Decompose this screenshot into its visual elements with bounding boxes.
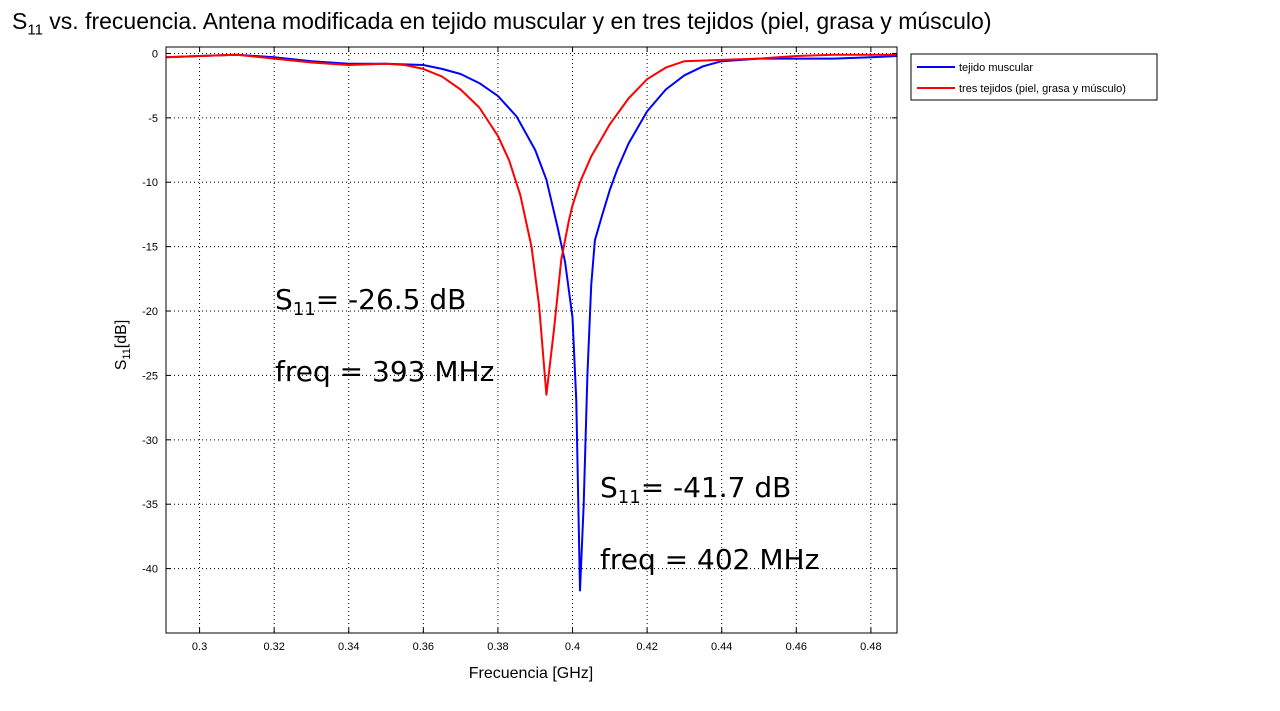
y-axis-label-prefix: S bbox=[113, 360, 130, 371]
series-line-tejido-muscular bbox=[165, 53, 898, 592]
title-prefix: S bbox=[12, 8, 28, 34]
x-tick-label: 0.46 bbox=[786, 641, 807, 653]
y-tick-label: -25 bbox=[142, 370, 158, 382]
y-tick-label: -20 bbox=[142, 306, 158, 318]
x-tick-label: 0.4 bbox=[565, 641, 580, 653]
annotation-red-s11: S11= -26.5 dB bbox=[275, 283, 466, 320]
x-tick-label: 0.3 bbox=[192, 641, 207, 653]
annotation-red-freq: freq = 393 MHz bbox=[275, 355, 494, 388]
y-axis-label-subscript: 11 bbox=[121, 348, 133, 359]
legend-label-tres-tejidos: tres tejidos (piel, grasa y músculo) bbox=[959, 83, 1126, 95]
title-text: vs. frecuencia. Antena modificada en tej… bbox=[42, 8, 992, 34]
y-tick-label: -30 bbox=[142, 435, 158, 447]
series-layer bbox=[165, 53, 898, 592]
x-tick-label: 0.32 bbox=[263, 641, 284, 653]
annotation-red-s11-prefix: S bbox=[275, 283, 293, 316]
annotation-blue-freq: freq = 402 MHz bbox=[600, 543, 819, 576]
y-tick-label: -15 bbox=[142, 242, 158, 254]
annotation-red-s11-value: = -26.5 dB bbox=[316, 283, 467, 316]
legend-label-tejido-muscular: tejido muscular bbox=[959, 62, 1033, 74]
x-tick-label: 0.36 bbox=[413, 641, 434, 653]
plot-area bbox=[165, 46, 898, 634]
x-tick-label: 0.48 bbox=[860, 641, 881, 653]
axis-ticks: 0.3 0.32 0.34 0.36 0.38 0.4 0.42 0.44 0.46 0.48 0 -… bbox=[142, 47, 897, 653]
y-tick-label: -40 bbox=[142, 564, 158, 576]
annotation-blue-s11: S11= -41.7 dB bbox=[600, 471, 791, 508]
y-tick-label: 0 bbox=[152, 48, 158, 60]
y-tick-label: -35 bbox=[142, 499, 158, 511]
annotation-blue-s11-subscript: 11 bbox=[618, 487, 641, 508]
grid bbox=[166, 47, 897, 633]
title-subscript: 11 bbox=[27, 21, 43, 39]
annotation-blue-s11-value: = -41.7 dB bbox=[641, 471, 792, 504]
y-tick-label: -5 bbox=[148, 113, 158, 125]
annotation-red-s11-subscript: 11 bbox=[293, 299, 316, 320]
y-axis-label: S11[dB] bbox=[113, 320, 133, 371]
x-tick-label: 0.38 bbox=[487, 641, 508, 653]
x-axis-label: Frecuencia [GHz] bbox=[469, 665, 593, 682]
series-line-tres-tejidos bbox=[165, 53, 897, 396]
annotation-blue-s11-prefix: S bbox=[600, 471, 618, 504]
y-tick-label: -10 bbox=[142, 177, 158, 189]
x-tick-label: 0.44 bbox=[711, 641, 732, 653]
legend-box bbox=[910, 53, 1158, 101]
x-tick-label: 0.42 bbox=[636, 641, 657, 653]
legend: tejido muscular tres tejidos (piel, gras… bbox=[910, 53, 1158, 101]
x-tick-label: 0.34 bbox=[338, 641, 359, 653]
chart-title: S11 vs. frecuencia. Antena modificada en… bbox=[12, 8, 992, 39]
y-axis-label-unit: [dB] bbox=[113, 320, 130, 348]
